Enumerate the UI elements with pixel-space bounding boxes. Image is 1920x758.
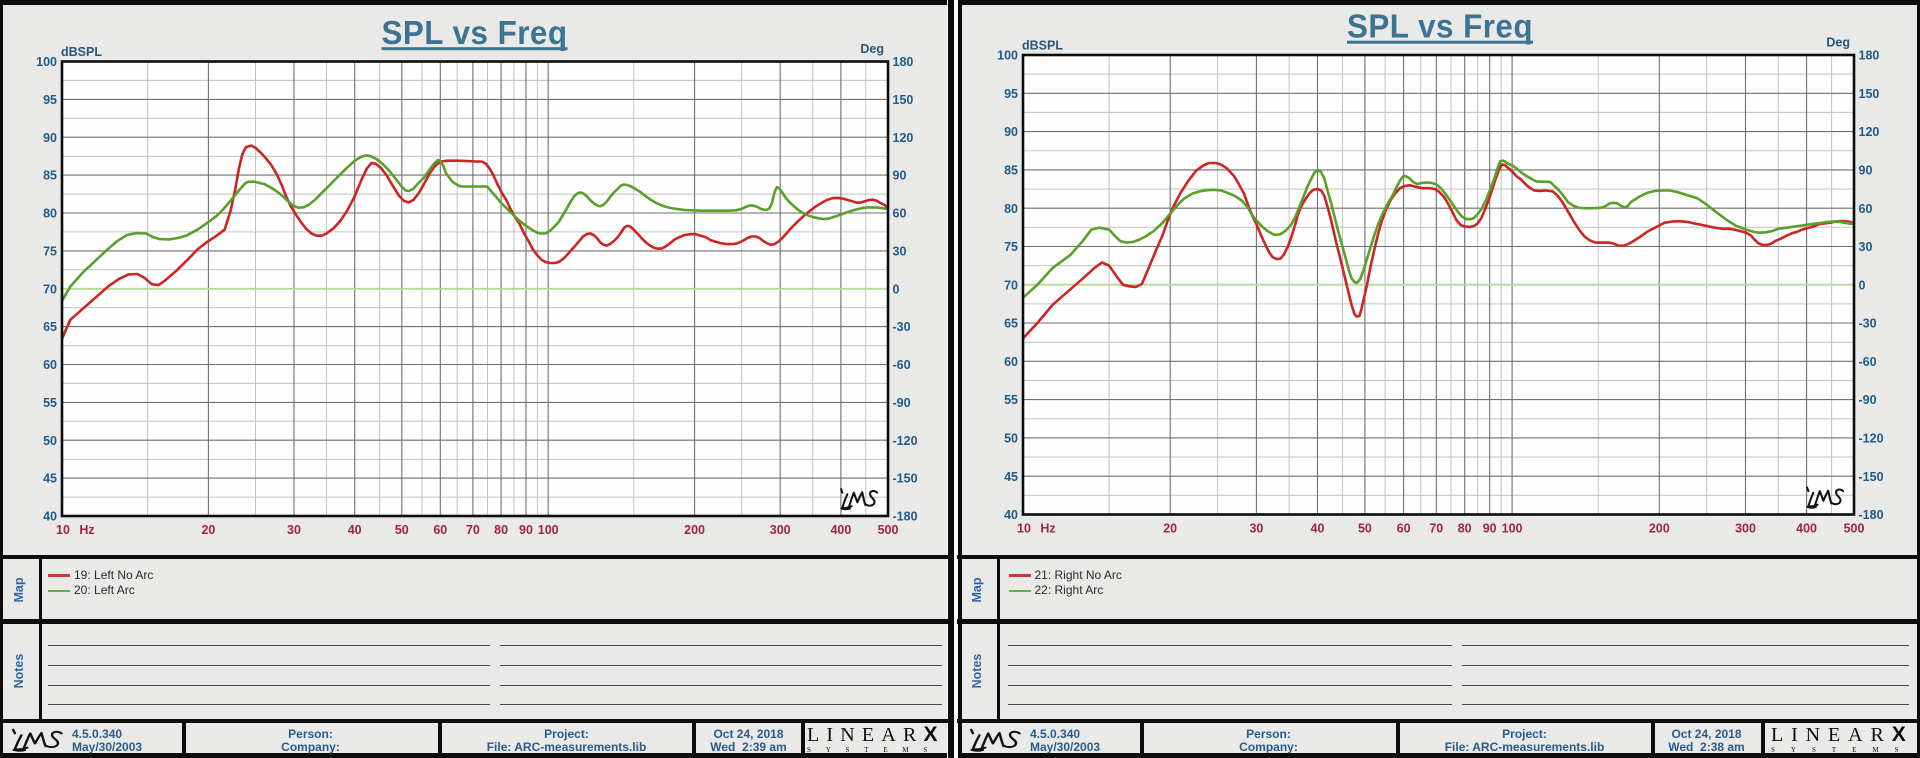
svg-text:30: 30 [287, 523, 301, 537]
svg-text:65: 65 [1004, 317, 1018, 331]
svg-text:40: 40 [348, 523, 362, 537]
svg-text:90: 90 [1483, 521, 1497, 535]
svg-text:100: 100 [36, 55, 57, 69]
svg-text:80: 80 [43, 207, 57, 221]
svg-text:SPL vs Freq: SPL vs Freq [1347, 8, 1533, 45]
svg-text:-180: -180 [1859, 508, 1884, 522]
svg-text:500: 500 [1844, 521, 1865, 535]
svg-text:90: 90 [1004, 125, 1018, 139]
svg-text:180: 180 [1859, 49, 1880, 63]
svg-text:45: 45 [1004, 470, 1018, 484]
svg-text:-150: -150 [1859, 470, 1884, 484]
svg-text:-180: -180 [893, 510, 918, 524]
svg-text:100: 100 [997, 49, 1018, 63]
svg-text:dBSPL: dBSPL [61, 45, 102, 59]
svg-text:Deg: Deg [1826, 36, 1850, 50]
svg-text:300: 300 [770, 523, 791, 537]
svg-text:-30: -30 [1859, 317, 1877, 331]
svg-text:55: 55 [43, 396, 57, 410]
svg-text:95: 95 [1004, 87, 1018, 101]
svg-text:-60: -60 [893, 358, 911, 372]
svg-text:-30: -30 [893, 320, 911, 334]
svg-text:60: 60 [433, 523, 447, 537]
svg-text:75: 75 [43, 245, 57, 259]
svg-text:10: 10 [1017, 521, 1031, 535]
svg-text:45: 45 [43, 472, 57, 486]
svg-text:70: 70 [466, 523, 480, 537]
svg-text:400: 400 [1796, 521, 1817, 535]
svg-text:dBSPL: dBSPL [1022, 39, 1063, 53]
svg-text:30: 30 [1249, 521, 1263, 535]
svg-text:SPL vs Freq: SPL vs Freq [382, 14, 568, 51]
svg-text:20: 20 [1163, 521, 1177, 535]
svg-text:60: 60 [1859, 202, 1873, 216]
svg-text:-60: -60 [1859, 355, 1877, 369]
svg-text:Deg: Deg [860, 42, 884, 56]
svg-text:400: 400 [830, 523, 851, 537]
svg-text:60: 60 [43, 358, 57, 372]
svg-text:Hz: Hz [1040, 521, 1055, 535]
svg-text:60: 60 [1397, 521, 1411, 535]
svg-text:95: 95 [43, 93, 57, 107]
svg-text:20: 20 [201, 523, 215, 537]
svg-text:90: 90 [1859, 164, 1873, 178]
svg-text:150: 150 [893, 93, 914, 107]
svg-text:-150: -150 [893, 472, 918, 486]
svg-text:50: 50 [1358, 521, 1372, 535]
svg-text:-120: -120 [1859, 432, 1884, 446]
svg-text:30: 30 [1859, 240, 1873, 254]
svg-text:70: 70 [1429, 521, 1443, 535]
svg-text:90: 90 [519, 523, 533, 537]
svg-text:90: 90 [893, 169, 907, 183]
svg-text:85: 85 [1004, 164, 1018, 178]
svg-text:55: 55 [1004, 393, 1018, 407]
svg-text:-90: -90 [893, 396, 911, 410]
svg-text:70: 70 [1004, 278, 1018, 292]
svg-text:120: 120 [1859, 125, 1880, 139]
svg-text:0: 0 [893, 282, 900, 296]
svg-text:90: 90 [43, 131, 57, 145]
svg-text:40: 40 [43, 510, 57, 524]
svg-text:40: 40 [1004, 508, 1018, 522]
svg-text:0: 0 [1859, 278, 1866, 292]
svg-text:75: 75 [1004, 240, 1018, 254]
svg-text:85: 85 [43, 169, 57, 183]
svg-text:60: 60 [1004, 355, 1018, 369]
svg-text:-90: -90 [1859, 393, 1877, 407]
svg-text:120: 120 [893, 131, 914, 145]
svg-text:70: 70 [43, 282, 57, 296]
svg-text:200: 200 [1649, 521, 1670, 535]
svg-text:65: 65 [43, 320, 57, 334]
svg-text:100: 100 [1502, 521, 1523, 535]
svg-text:150: 150 [1859, 87, 1880, 101]
svg-text:300: 300 [1735, 521, 1756, 535]
svg-text:100: 100 [538, 523, 559, 537]
svg-text:Hz: Hz [79, 523, 94, 537]
svg-text:50: 50 [43, 434, 57, 448]
svg-text:-120: -120 [893, 434, 918, 448]
svg-text:80: 80 [494, 523, 508, 537]
svg-text:30: 30 [893, 245, 907, 259]
svg-text:10: 10 [56, 523, 70, 537]
svg-text:180: 180 [893, 55, 914, 69]
svg-text:500: 500 [878, 523, 899, 537]
svg-text:80: 80 [1004, 202, 1018, 216]
svg-text:50: 50 [1004, 432, 1018, 446]
svg-text:60: 60 [893, 207, 907, 221]
svg-text:40: 40 [1311, 521, 1325, 535]
svg-text:200: 200 [684, 523, 705, 537]
svg-text:80: 80 [1458, 521, 1472, 535]
svg-text:50: 50 [395, 523, 409, 537]
